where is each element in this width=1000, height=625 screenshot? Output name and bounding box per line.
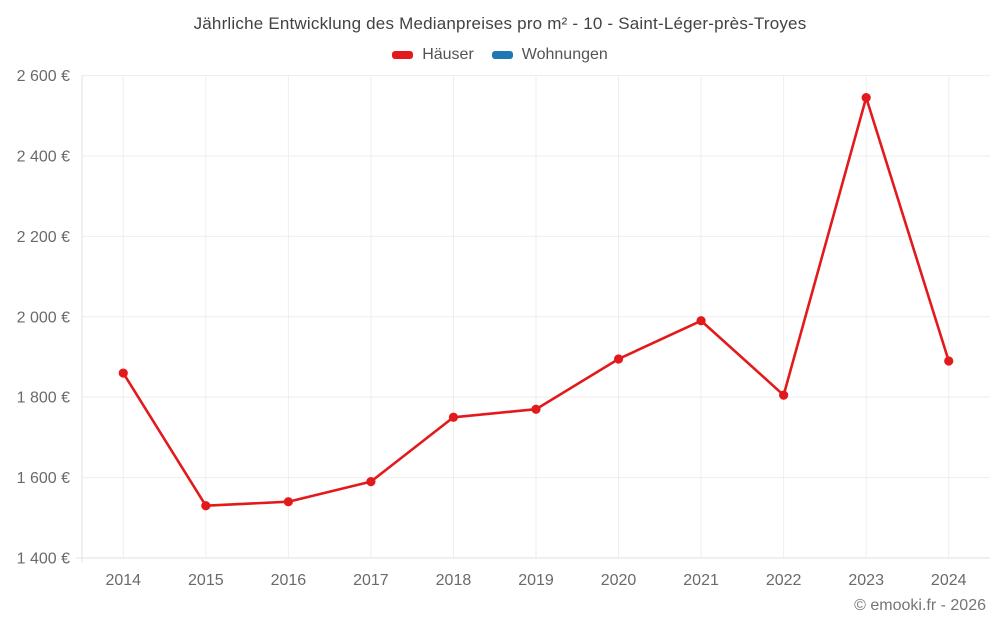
y-axis-tick-label: 2 200 € xyxy=(17,229,70,246)
data-point-häuser-2017[interactable] xyxy=(366,477,376,487)
x-axis-tick-label: 2016 xyxy=(271,572,307,589)
y-axis-tick-label: 2 000 € xyxy=(17,309,70,326)
wohnungen-series-swatch xyxy=(491,51,513,59)
chart-legend: Häuser Wohnungen xyxy=(0,46,1000,64)
hauser-series-swatch xyxy=(392,51,414,59)
data-point-häuser-2016[interactable] xyxy=(283,497,293,507)
x-axis-tick-label: 2015 xyxy=(188,572,224,589)
x-axis-tick-label: 2023 xyxy=(848,572,884,589)
data-point-häuser-2015[interactable] xyxy=(201,501,211,511)
legend-label-wohnungen: Wohnungen xyxy=(521,46,608,63)
data-point-häuser-2021[interactable] xyxy=(696,316,706,326)
x-axis-tick-label: 2019 xyxy=(518,572,554,589)
data-point-häuser-2018[interactable] xyxy=(448,412,459,422)
y-axis-tick-label: 1 800 € xyxy=(17,390,70,407)
x-axis-tick-label: 2014 xyxy=(105,572,141,589)
y-axis-tick-label: 2 400 € xyxy=(17,148,70,165)
x-axis-tick-label: 2020 xyxy=(601,572,637,589)
chart-credit: © emooki.fr - 2026 xyxy=(854,597,986,614)
legend-item-wohnungen[interactable]: Wohnungen xyxy=(491,46,608,64)
y-axis-tick-label: 2 600 € xyxy=(17,68,70,85)
data-point-häuser-2020[interactable] xyxy=(613,354,624,364)
data-point-häuser-2019[interactable] xyxy=(531,404,541,414)
data-point-häuser-2022[interactable] xyxy=(779,390,789,400)
chart-title: Jährliche Entwicklung des Medianpreises … xyxy=(193,14,807,33)
data-point-häuser-2024[interactable] xyxy=(944,356,954,366)
data-point-häuser-2014[interactable] xyxy=(118,368,128,378)
data-point-häuser-2023[interactable] xyxy=(861,93,871,103)
x-axis-tick-label: 2017 xyxy=(353,572,389,589)
legend-label-hauser: Häuser xyxy=(422,46,474,63)
x-axis-tick-label: 2022 xyxy=(766,572,802,589)
legend-item-hauser[interactable]: Häuser xyxy=(392,46,474,64)
y-axis-tick-label: 1 400 € xyxy=(17,551,70,568)
x-axis-tick-label: 2021 xyxy=(683,572,719,589)
y-axis-tick-label: 1 600 € xyxy=(17,470,70,487)
x-axis-tick-label: 2024 xyxy=(931,572,967,589)
x-axis-tick-label: 2018 xyxy=(436,572,472,589)
